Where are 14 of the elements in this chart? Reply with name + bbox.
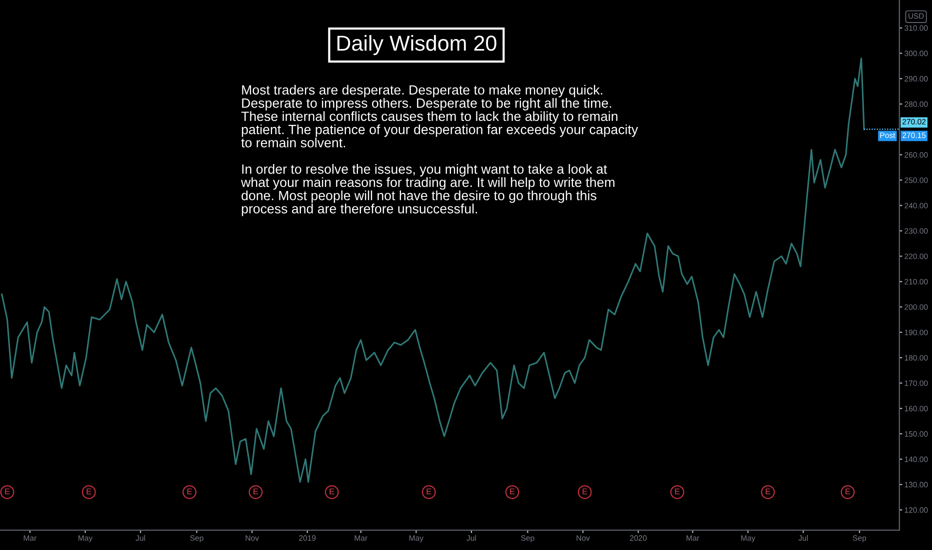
annotation: E bbox=[86, 488, 92, 494]
annotation: E bbox=[5, 488, 10, 494]
annotation: E bbox=[675, 488, 680, 494]
annotation: E bbox=[582, 488, 588, 494]
annotation: E bbox=[510, 488, 515, 494]
annotation: E bbox=[766, 488, 770, 494]
line-series bbox=[1, 58, 865, 483]
annotation: E bbox=[330, 488, 334, 494]
annotation: E bbox=[426, 488, 432, 494]
annotation: E bbox=[254, 488, 258, 494]
text: Most traders are desperate. Desperate to make money quick. Desperate to impress others. Desperate to be right all the time. These internal conflicts causes them to lack the ability to remain patient. The patience of your desperation far exceeds your capacity to remain solvent. In order to resolve the issues, you might want to take a look at what your main reasons for trading are. It will help to write them done. Most people will not have the desire to go through this process and are therefore unsuccessful. bbox=[241, 84, 638, 216]
annotation: E bbox=[187, 488, 192, 494]
text: Daily Wisdom 20 bbox=[337, 35, 496, 56]
annotation: E bbox=[846, 488, 850, 494]
